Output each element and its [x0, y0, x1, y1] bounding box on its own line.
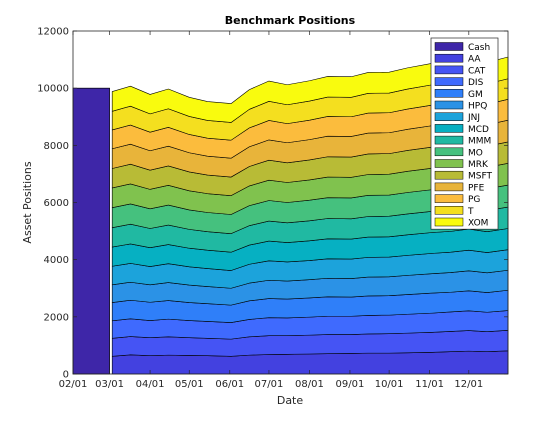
y-tick-label: 6000 — [44, 198, 69, 209]
legend-swatch-pg — [434, 194, 464, 203]
legend-label-mrk: MRK — [468, 160, 489, 170]
x-tick-label: 07/01 — [255, 379, 284, 390]
x-tick-label: 11/01 — [415, 379, 444, 390]
y-axis-label: Asset Positions — [21, 161, 34, 243]
legend-label-mmm: MMM — [468, 137, 491, 147]
x-tick-label: 06/01 — [215, 379, 244, 390]
area-cash — [72, 87, 110, 375]
legend-swatch-mrk — [434, 159, 464, 168]
y-tick-label: 4000 — [44, 255, 69, 266]
legend-swatch-pfe — [434, 182, 464, 192]
x-tick-label: 04/01 — [136, 379, 165, 390]
legend-label-mcd: MCD — [468, 125, 489, 135]
legend-swatch-t — [434, 206, 464, 215]
legend-label-mo: MO — [468, 148, 483, 158]
legend-label-xom: XOM — [468, 219, 488, 229]
x-axis-label: Date — [277, 394, 304, 407]
legend-swatch-aa — [434, 53, 464, 63]
legend-swatch-xom — [434, 217, 464, 227]
legend-label-aa: AA — [468, 55, 481, 65]
x-tick-label: 03/01 — [95, 379, 124, 390]
legend-swatch-hpq — [434, 100, 464, 110]
x-tick-label: 09/01 — [336, 379, 365, 390]
legend-swatch-gm — [434, 89, 464, 98]
x-tick-label: 08/01 — [295, 379, 324, 390]
x-tick-label: 02/01 — [59, 379, 88, 390]
legend-label-t: T — [467, 207, 474, 217]
legend-swatch-cash — [434, 42, 464, 51]
x-tick-label: 10/01 — [375, 379, 404, 390]
ticks-layer: 0 2000 4000 6000 8000 10000 12000 02/01 03/01 04/… — [37, 27, 508, 390]
legend-swatch-cat — [434, 65, 464, 75]
legend-label-cat: CAT — [468, 66, 486, 76]
legend-swatch-msft — [434, 170, 464, 180]
y-tick-label: 0 — [63, 370, 69, 381]
chart-title: Benchmark Positions — [225, 14, 356, 27]
y-tick-label: 10000 — [37, 84, 69, 95]
legend-label-pg: PG — [468, 195, 480, 205]
areas-layer — [72, 56, 509, 375]
legend-swatch-mcd — [434, 124, 464, 133]
legend-label-msft: MSFT — [468, 172, 492, 182]
legend-swatch-mo — [434, 147, 464, 157]
y-tick-label: 2000 — [44, 312, 69, 323]
legend-swatch-jnj — [434, 112, 464, 121]
legend-label-pfe: PFE — [468, 183, 485, 193]
x-tick-label: 12/01 — [454, 379, 483, 390]
legend-label-gm: GM — [468, 90, 483, 100]
legend-swatch-mmm — [434, 135, 464, 145]
legend-swatch-dis — [434, 77, 464, 86]
y-tick-label: 8000 — [44, 141, 69, 152]
legend-label-dis: DIS — [468, 78, 484, 88]
y-tick-label: 12000 — [37, 27, 69, 38]
legend-label-jnj: JNJ — [467, 113, 480, 123]
legend-label-cash: Cash — [468, 43, 490, 53]
legend-label-hpq: HPQ — [468, 102, 487, 112]
x-tick-label: 05/01 — [175, 379, 204, 390]
